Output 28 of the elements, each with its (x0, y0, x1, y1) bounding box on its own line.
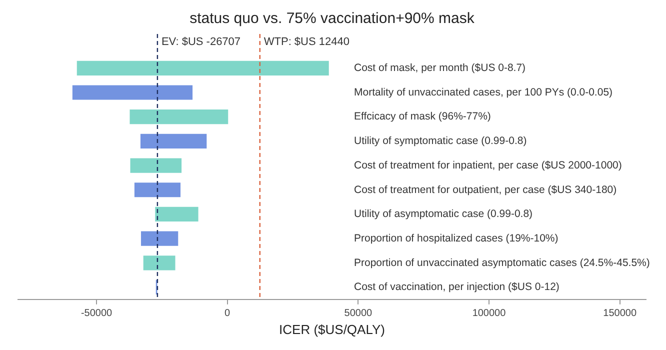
bar (76, 60, 329, 76)
y-tick-label: Proportion of hospitalized cases (19%-10%) (354, 232, 558, 244)
y-tick-label: Utility of asymptomatic case (0.99-0.8) (354, 208, 533, 220)
bar (72, 85, 193, 100)
y-tick-label: Cost of mask, per month ($US 0-8.7) (354, 62, 526, 74)
bar (155, 206, 198, 222)
y-tick-label: Cost of treatment for outpatient, per case ($US 340-180) (354, 184, 617, 196)
y-tick-label: Cost of vaccination, per injection ($US 0-12) (354, 281, 560, 294)
x-tick-label: 50000 (344, 308, 373, 320)
bar (140, 231, 178, 246)
y-tick-label: Utility of symptomatic case (0.99-0.8) (354, 135, 527, 148)
bar (140, 134, 207, 148)
x-tick-label: 0 (224, 308, 231, 320)
y-tick-label: Proportion of unvaccinated asymptomatic cases (24.5%-45.5%) (354, 256, 650, 269)
y-tick-label: Mortality of unvaccinated cases, per 100 PYs (0.0-0.05) (354, 86, 613, 98)
y-tick-label: Cost of treatment for inpatient, per case ($US 2000-1000) (354, 159, 622, 172)
bar (143, 256, 176, 270)
bar (130, 110, 228, 124)
bar (130, 158, 182, 173)
ref-line-label: EV: $US -26707 (161, 36, 241, 48)
x-tick-label: 150000 (603, 308, 637, 320)
x-axis-title: ICER ($US/QALY) (279, 322, 385, 337)
bar (134, 182, 180, 198)
y-tick-label: Effcicacy of mask (96%-77%) (354, 110, 491, 123)
chart-title: status quo vs. 75% vaccination+90% mask (190, 10, 475, 28)
x-tick-label: -50000 (80, 308, 113, 320)
ref-line-label: WTP: $US 12440 (264, 36, 350, 48)
x-tick-label: 100000 (472, 308, 506, 320)
